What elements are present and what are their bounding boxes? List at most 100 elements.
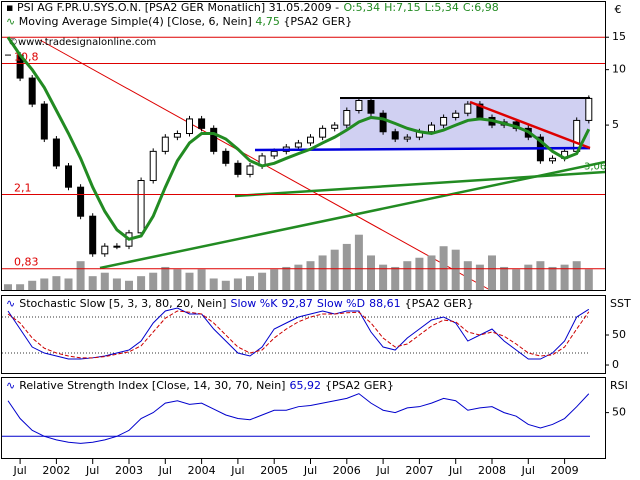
volume-bar [354,234,363,290]
legend-part: 92,87 [281,297,313,310]
volume-bar [403,261,412,290]
candle [52,138,60,167]
x-tick-label: Jul [158,464,172,477]
trend-line [99,160,606,270]
volume-bar [88,276,97,290]
panel-legend: ∿ Stochastic Slow [5, 3, 3, 80, 20, Nein]… [6,297,474,310]
volume-bar [112,278,121,290]
candle [40,103,48,140]
indicator-line [7,393,590,444]
x-tick-label: Jul [303,464,317,477]
candle [198,118,206,129]
candle [234,162,242,175]
candle [331,124,339,129]
legend-part: 65,92 [289,379,321,392]
volume-bar [173,269,182,290]
legend-part: Slow %D [317,297,365,310]
x-tick-label: Jul [12,464,26,477]
volume-bar [475,264,484,290]
trend-line [469,100,591,150]
volume-bar [258,272,267,290]
x-tick-label: Jul [521,464,535,477]
title: PSI AG F.PR.U.SYS.O.N. [PSA2 GER Monatli… [17,1,339,14]
candle [101,245,109,255]
candle [186,118,193,135]
y-tick-label: 15 [612,30,626,43]
legend-part: Slow %K [230,297,278,310]
candle [246,165,254,175]
trend-line [234,170,606,198]
x-tick-label: 2004 [188,464,216,477]
candle [319,127,327,138]
volume-bar [233,278,242,290]
candle [113,245,121,248]
volume-bar [28,280,37,290]
candle [149,150,157,182]
volume-bar [125,280,133,290]
x-tick-label: 2007 [405,464,433,477]
candle [440,116,448,126]
annotation: 3,06 [584,161,606,172]
candle [89,215,97,255]
rsi-panel [1,377,606,459]
axis-label: SST [610,297,631,310]
indicator-legend: ∿ Moving Average Simple(4) [Close, 6, Ne… [6,15,352,28]
volume-bar [209,278,218,290]
volume-bar [40,278,49,290]
ohlc-value: L:5,34 [425,1,459,14]
volume-bar [536,261,545,290]
candle [173,133,181,138]
x-tick-label: 2006 [333,464,361,477]
x-tick-label: Jul [230,464,244,477]
legend-part: {PSA2 GER} [325,379,394,392]
volume-bar [270,269,279,290]
candle [307,136,314,144]
volume-bar [572,261,581,290]
x-tick-label: 2003 [115,464,143,477]
volume-bar [4,284,12,290]
candle [428,124,435,133]
x-tick-label: Jul [448,464,462,477]
currency: € [615,3,622,16]
y-tick-label: 5 [612,118,619,131]
watermark: ©www.tradesignalonline.com [8,37,156,48]
volume-bar [246,276,254,290]
candle [391,131,399,140]
level-label: 2,1 [14,181,32,194]
candle [222,150,230,164]
legend-value: 4,75 [255,15,280,28]
y-tick-label: 50 [612,406,626,419]
candle [77,186,85,217]
volume-bar [500,266,509,290]
candle [585,97,593,121]
candle [367,99,375,114]
candle [161,136,169,152]
volume-bar [197,269,206,290]
stoch-panel [1,295,606,374]
volume-bar [524,264,533,290]
y-tick-label: 50 [612,328,626,341]
volume-bar [64,278,73,290]
ohlc-value: H:7,15 [384,1,420,14]
volume-bar [451,249,460,290]
volume-bar [16,284,25,290]
candle [355,99,363,112]
volume-bar [548,266,557,290]
candle [294,142,302,148]
candle [65,165,72,188]
volume-bar [439,246,448,290]
volume-bar [427,255,436,290]
volume-bar [100,272,109,290]
volume-bar [330,249,339,290]
candle [403,136,411,140]
candle [28,77,36,105]
moving-average [6,36,591,241]
x-tick-label: 2005 [260,464,288,477]
volume-bar [52,276,61,290]
volume-bar [282,266,291,290]
y-tick-label: 10 [612,63,626,76]
panel-legend: ∿ Relative Strength Index [Close, 14, 30,… [6,379,394,392]
volume-bar [560,264,569,290]
